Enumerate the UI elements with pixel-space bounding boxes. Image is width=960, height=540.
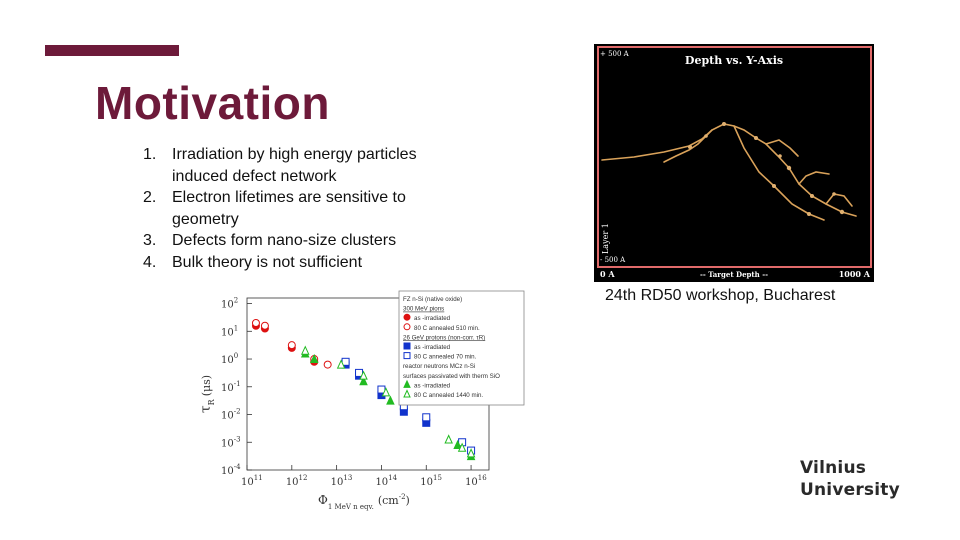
x-left-label: 0 A [600, 269, 615, 279]
y-tick-label: 100 [221, 352, 238, 366]
data-point [444, 434, 453, 444]
logo-line-2: University [800, 480, 900, 500]
y-label-unit: (μs) [200, 375, 213, 396]
legend-entry: 80 C annealed 70 min. [414, 354, 477, 361]
x-label-sub: 1 MeV n eqv. [328, 503, 374, 511]
legend-marker [403, 389, 411, 398]
bullet-number: 2. [143, 189, 157, 206]
data-point [453, 439, 462, 450]
legend-entry: as -irradiated [414, 344, 451, 351]
x-right-label: 1000 A [839, 269, 871, 279]
data-point [309, 353, 319, 364]
data-point [300, 345, 310, 355]
lifetime-fluence-chart: τR (μs) Φ1 MeV n eqv. (cm-2) 1011 1012 1013 1… [198, 290, 525, 511]
y-label-symbol: τ [198, 405, 214, 413]
legend-entry: reactor neutrons MCz n-Si [403, 363, 475, 370]
bullet-number: 4. [143, 253, 157, 271]
data-point [336, 359, 346, 369]
legend-marker [403, 342, 411, 350]
university-logo: Vilnius University [800, 457, 900, 501]
bullet-text: Irradiation by high energy particles ind… [172, 146, 417, 185]
bullet-text: Bulk theory is not sufficient [172, 253, 363, 271]
bullet-list: 1. Irradiation by high energy particles i… [143, 144, 463, 273]
track-main-branch [601, 123, 857, 217]
x-label-symbol: Φ [318, 493, 328, 507]
y-label-sub: R [207, 398, 216, 405]
x-mid-label: -- Target Depth -- [700, 270, 768, 279]
y-tick-label: 101 [221, 324, 238, 338]
legend-entry: 26 GeV protons (non-corr. τR) [403, 334, 485, 341]
x-label-unit-close: ) [406, 494, 410, 507]
legend-entry: 80 C annealed 1440 min. [414, 392, 483, 399]
layer-label: Layer 1 [601, 223, 610, 254]
y-tick-label: 10-3 [221, 435, 241, 449]
bullet-item: 1. Irradiation by high energy particles i… [143, 144, 463, 187]
bullet-item: 2. Electron lifetimes are sensitive to ge… [143, 187, 463, 230]
defect-cascade-figure: Depth vs. Y-Axis + 500 A - 500 A 0 A -- … [594, 44, 874, 282]
data-point [457, 442, 467, 452]
svg-text:Φ1 MeV n eqv.(cm-2): Φ1 MeV n eqv. (cm-2) [318, 493, 410, 511]
y-tick-label: 10-1 [221, 380, 241, 394]
legend-entry: as -irradiated [414, 315, 451, 322]
legend-entry: 80 C annealed 510 min. [414, 325, 480, 332]
data-point [251, 318, 260, 327]
x-axis-label: Φ1 MeV n eqv. (cm-2) [318, 493, 410, 511]
bullet-text: Electron lifetimes are sensitive to geom… [172, 189, 406, 228]
bullet-number: 1. [143, 146, 157, 163]
legend-entry: FZ n-Si (native oxide) [403, 296, 462, 303]
legend-entry: as -irradiated [414, 382, 451, 389]
figure-background [594, 44, 874, 282]
legend-marker [403, 313, 411, 321]
x-tick-label: 1015 [420, 474, 442, 488]
figure-caption: 24th RD50 workshop, Bucharest [605, 287, 836, 304]
track-branch [825, 193, 853, 207]
y-axis-label: τR (μs) [198, 375, 216, 413]
legend-entry: 300 MeV pions [403, 306, 444, 313]
bullet-text: Defects form nano-size clusters [172, 232, 397, 249]
data-point [287, 341, 296, 350]
slide-title: Motivation [95, 77, 330, 129]
x-tick-label: 1013 [331, 474, 353, 488]
data-point [386, 395, 395, 405]
legend-entry: surfaces passivated with therm SiO [403, 373, 500, 380]
bullet-item: 4. Bulk theory is not sufficient [143, 252, 463, 274]
data-point [422, 413, 431, 422]
y-top-label: + 500 A [600, 50, 630, 58]
data-point [260, 321, 269, 330]
x-tick-label: 1011 [241, 474, 263, 488]
logo-line-1: Vilnius [800, 458, 867, 478]
y-bottom-label: - 500 A [600, 256, 626, 264]
figure-title: Depth vs. Y-Axis [685, 54, 783, 67]
x-tick-label: 1016 [465, 474, 487, 488]
y-tick-label: 10-4 [221, 463, 241, 477]
x-label-unit: (cm [378, 494, 399, 507]
bullet-number: 3. [143, 232, 157, 249]
figure-frame [597, 46, 872, 268]
x-tick-label: 1014 [375, 474, 397, 488]
data-point [466, 448, 476, 458]
data-point [381, 387, 391, 397]
x-tick-label: 1012 [286, 474, 308, 488]
track-defect-points [688, 122, 845, 216]
y-tick-label: 10-2 [221, 408, 241, 422]
legend-marker [403, 379, 411, 388]
data-point [359, 376, 368, 386]
chart-legend [398, 290, 525, 406]
y-tick-label: 102 [221, 297, 238, 311]
track-branch [798, 171, 830, 185]
data-point [359, 370, 368, 380]
bullet-item: 3. Defects form nano-size clusters [143, 230, 463, 252]
svg-text:τR(μs): τR (μs) [198, 375, 216, 413]
track-branch [765, 139, 799, 157]
data-point [323, 360, 332, 369]
legend-marker [403, 352, 411, 360]
x-label-unit-sup: -2 [399, 493, 406, 501]
legend-marker [403, 323, 411, 331]
title-accent-bar [45, 45, 179, 56]
